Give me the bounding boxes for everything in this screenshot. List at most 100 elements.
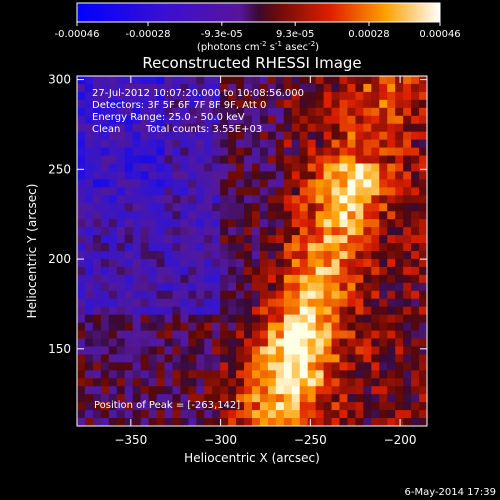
heatmap-cell [315, 274, 325, 284]
heatmap-cell [395, 362, 404, 371]
heatmap-cell [124, 219, 134, 228]
heatmap-cell [299, 211, 309, 220]
heatmap-cell [419, 330, 427, 340]
heatmap-cell [291, 91, 301, 101]
heatmap-cell [84, 219, 94, 228]
heatmap-cell [419, 314, 427, 324]
heatmap-cell [148, 115, 158, 125]
heatmap-cell [212, 322, 221, 332]
heatmap-cell [236, 139, 245, 149]
heatmap-cell [220, 171, 229, 180]
heatmap-cell [148, 235, 158, 244]
heatmap-cell [148, 266, 158, 276]
heatmap-cell [323, 99, 333, 109]
heatmap-cell [315, 410, 325, 419]
heatmap-cell [212, 362, 221, 371]
heatmap-cell [92, 410, 102, 419]
heatmap-cell [419, 370, 427, 379]
annotation-clean: Clean [92, 124, 120, 135]
heatmap-cell [395, 298, 404, 308]
heatmap-cell [84, 290, 94, 300]
heatmap-cell [371, 410, 380, 419]
heatmap-cell [267, 306, 277, 316]
heatmap-cell [156, 298, 166, 308]
heatmap-cell [363, 362, 372, 371]
heatmap-cell [403, 131, 412, 141]
heatmap-cell [140, 394, 150, 403]
heatmap-cell [419, 258, 427, 268]
heatmap-cell [291, 139, 301, 149]
heatmap-cell [267, 195, 277, 204]
heatmap-cell [196, 227, 205, 236]
heatmap-cell [291, 266, 301, 276]
heatmap-cell [411, 410, 420, 419]
heatmap-cell [196, 243, 205, 252]
heatmap-cell [267, 298, 277, 308]
heatmap-cell [307, 235, 317, 244]
heatmap-cell [196, 362, 205, 371]
heatmap-cell [196, 147, 205, 157]
heatmap-cell [132, 171, 142, 180]
heatmap-cell [395, 211, 404, 220]
heatmap-cell [156, 171, 166, 180]
heatmap-cell [92, 306, 102, 316]
heatmap-cell [124, 410, 134, 419]
heatmap-cell [164, 115, 174, 125]
heatmap-cell [100, 338, 110, 348]
heatmap-cell [108, 274, 118, 284]
heatmap-cell [156, 179, 166, 188]
heatmap-cell [188, 147, 197, 157]
heatmap-cell [275, 211, 285, 220]
heatmap-cell [108, 83, 118, 93]
heatmap-cell [108, 235, 118, 244]
heatmap-cell [77, 266, 86, 276]
heatmap-cell [196, 282, 205, 292]
heatmap-cell [204, 346, 213, 355]
heatmap-cell [411, 306, 420, 316]
heatmap-cell [228, 290, 237, 300]
heatmap-cell [259, 266, 269, 276]
heatmap-cell [267, 83, 277, 93]
heatmap-cell [124, 251, 134, 260]
heatmap-cell [283, 227, 293, 236]
heatmap-cell [323, 211, 333, 220]
heatmap-cell [156, 115, 166, 125]
heatmap-cell [244, 418, 253, 426]
heatmap-cell [355, 418, 364, 426]
heatmap-cell [212, 402, 221, 411]
heatmap-cell [323, 251, 333, 260]
heatmap-cell [252, 282, 261, 292]
heatmap-cell [108, 330, 118, 340]
heatmap-cell [84, 131, 94, 141]
heatmap-cell [283, 155, 293, 165]
heatmap-cell [140, 171, 150, 180]
heatmap-cell [92, 83, 102, 93]
heatmap-cell [188, 394, 197, 403]
heatmap-cell [275, 251, 285, 260]
heatmap-cell [196, 123, 205, 133]
heatmap-cell [204, 163, 213, 173]
heatmap-cell [331, 99, 341, 109]
heatmap-cell [196, 290, 205, 300]
heatmap-cell [347, 179, 356, 188]
heatmap-cell [124, 370, 134, 379]
heatmap-cell [188, 155, 197, 165]
heatmap-cell [228, 123, 237, 133]
heatmap-cell [156, 282, 166, 292]
heatmap-cell [331, 235, 341, 244]
heatmap-cell [100, 171, 110, 180]
heatmap-cell [307, 354, 317, 363]
heatmap-cell [100, 410, 110, 419]
heatmap-cell [124, 298, 134, 308]
heatmap-cell [92, 258, 102, 268]
heatmap-cell [275, 298, 285, 308]
heatmap-cell [331, 298, 341, 308]
heatmap-cell [315, 139, 325, 149]
heatmap-cell [180, 290, 189, 300]
heatmap-cell [315, 243, 325, 252]
heatmap-cell [132, 258, 142, 268]
heatmap-cell [124, 211, 134, 220]
heatmap-cell [132, 274, 142, 284]
heatmap-cell [315, 131, 325, 141]
heatmap-cell [355, 251, 364, 260]
